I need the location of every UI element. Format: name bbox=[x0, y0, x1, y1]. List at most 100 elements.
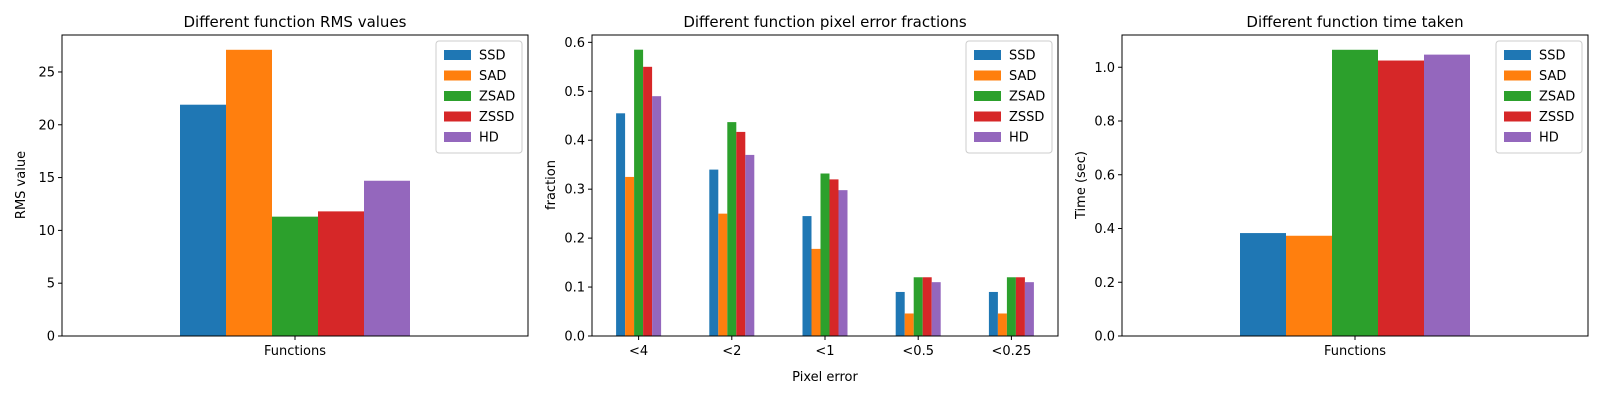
y-tick-label: 20 bbox=[38, 118, 55, 133]
bar-zssd-4 bbox=[922, 277, 932, 336]
chart-plot-3: 0.0 0.2 0.4 0.6 0.8 1.0 Functions SSD SAD ZSAD ZSS… bbox=[1094, 34, 1589, 359]
x-tick-label: <4 bbox=[629, 344, 648, 359]
y-tick-label: 10 bbox=[38, 224, 55, 239]
x-tick-label: <0.25 bbox=[991, 344, 1031, 359]
y-tick-label: 0 bbox=[47, 330, 55, 345]
legend-swatch-sad bbox=[444, 70, 471, 81]
bar-hd-1 bbox=[364, 180, 410, 336]
legend-swatch-hd bbox=[974, 132, 1001, 142]
bar-zssd-5 bbox=[1015, 277, 1025, 336]
bar-zsad-1 bbox=[634, 49, 644, 337]
y-tick-label: 15 bbox=[38, 171, 55, 186]
bar-zssd-1 bbox=[318, 211, 364, 336]
legend-swatch-sad bbox=[974, 70, 1001, 81]
bar-sad-2 bbox=[718, 213, 728, 336]
bar-hd-3 bbox=[838, 190, 848, 336]
bar-hd-2 bbox=[745, 154, 755, 336]
y-tick-label: 0.6 bbox=[564, 36, 585, 51]
y-axis-label: fraction bbox=[544, 160, 559, 210]
legend-label-zsad: ZSAD bbox=[479, 90, 515, 105]
y-tick-label: 0.2 bbox=[1094, 276, 1115, 291]
legend-swatch-zsad bbox=[974, 91, 1001, 101]
bar-sad-5 bbox=[997, 313, 1007, 336]
legend-label-zsad: ZSAD bbox=[1009, 90, 1045, 105]
bar-zsad-4 bbox=[913, 277, 923, 336]
x-axis-label: Pixel error bbox=[792, 370, 858, 385]
bar-hd-5 bbox=[1024, 282, 1034, 336]
legend-label-zssd: ZSSD bbox=[479, 110, 514, 125]
legend-swatch-hd bbox=[1504, 132, 1531, 142]
legend-box bbox=[435, 40, 523, 154]
legend-swatch-zssd bbox=[974, 111, 1001, 122]
legend-label-zssd: ZSSD bbox=[1009, 110, 1044, 125]
legend-swatch-sad bbox=[1504, 70, 1531, 81]
bar-zssd-2 bbox=[736, 131, 746, 336]
legend-label-ssd: SSD bbox=[479, 49, 506, 64]
legend-label-sad: SAD bbox=[1539, 69, 1566, 84]
bar-zssd-1 bbox=[1378, 60, 1424, 336]
legend-swatch-zsad bbox=[1504, 91, 1531, 101]
y-tick-label: 0.6 bbox=[1094, 168, 1115, 183]
bar-zsad-5 bbox=[1006, 277, 1016, 336]
bar-ssd-1 bbox=[180, 104, 226, 336]
legend-label-ssd: SSD bbox=[1009, 49, 1036, 64]
legend-swatch-zssd bbox=[1504, 111, 1531, 122]
x-tick-label: <1 bbox=[815, 344, 834, 359]
y-tick-label: 0.0 bbox=[564, 330, 585, 345]
legend-label-hd: HD bbox=[1009, 131, 1029, 146]
x-tick-label: Functions bbox=[1324, 344, 1386, 359]
legend: SSD SAD ZSAD ZSSD HD bbox=[965, 40, 1053, 154]
legend-box bbox=[965, 40, 1053, 154]
legend-label-sad: SAD bbox=[479, 69, 506, 84]
bar-zsad-3 bbox=[820, 173, 830, 336]
bar-hd-4 bbox=[931, 282, 941, 336]
bar-hd-1 bbox=[652, 96, 662, 336]
y-tick-label: 1.0 bbox=[1094, 61, 1115, 76]
legend-label-hd: HD bbox=[479, 131, 499, 146]
panel-rms: Different function RMS values RMS value bbox=[14, 13, 407, 219]
bar-sad-4 bbox=[904, 313, 914, 336]
panel-time: Different function time taken Time (sec) bbox=[1074, 13, 1464, 220]
panel-pixel-error: Different function pixel error fractions… bbox=[544, 13, 967, 385]
bar-ssd-5 bbox=[988, 291, 998, 336]
bar-ssd-1 bbox=[1240, 233, 1286, 336]
y-tick-label: 0.8 bbox=[1094, 115, 1115, 130]
legend-label-hd: HD bbox=[1539, 131, 1559, 146]
bar-zsad-1 bbox=[272, 216, 318, 336]
bar-zsad-1 bbox=[1332, 49, 1378, 336]
chart-plot-2: 0.00.10.20.30.40.50.6<4 <2 <1 <0.5 <0.25SSDS… bbox=[564, 34, 1059, 359]
y-axis-label: RMS value bbox=[14, 151, 29, 219]
legend: SSD SAD ZSAD ZSSD HD bbox=[435, 40, 523, 154]
chart-plot-1: 0 5 10 15 20 25 Functions SSD SAD ZSAD ZSSD HD bbox=[38, 34, 529, 359]
bar-sad-1 bbox=[226, 49, 272, 337]
legend-swatch-zsad bbox=[444, 91, 471, 101]
legend-label-ssd: SSD bbox=[1539, 49, 1566, 64]
x-tick-label: Functions bbox=[264, 344, 326, 359]
bar-zssd-1 bbox=[643, 66, 653, 336]
chart-title: Different function time taken bbox=[1246, 13, 1463, 31]
legend-swatch-hd bbox=[444, 132, 471, 142]
legend-label-zsad: ZSAD bbox=[1539, 90, 1575, 105]
legend-swatch-ssd bbox=[444, 50, 471, 60]
y-tick-label: 5 bbox=[47, 277, 55, 292]
x-tick-label: <2 bbox=[722, 344, 741, 359]
legend-swatch-ssd bbox=[974, 50, 1001, 60]
bar-hd-1 bbox=[1424, 54, 1470, 337]
bar-sad-1 bbox=[1286, 235, 1332, 336]
bar-ssd-4 bbox=[895, 291, 905, 336]
legend: SSD SAD ZSAD ZSSD HD bbox=[1495, 40, 1583, 154]
legend-label-sad: SAD bbox=[1009, 69, 1036, 84]
y-tick-label: 0.2 bbox=[564, 232, 585, 247]
y-tick-label: 25 bbox=[38, 65, 55, 80]
bar-ssd-3 bbox=[802, 216, 812, 336]
bar-ssd-2 bbox=[709, 169, 719, 336]
bar-sad-1 bbox=[625, 176, 635, 336]
y-tick-label: 0.1 bbox=[564, 281, 585, 296]
y-tick-label: 0.0 bbox=[1094, 330, 1115, 345]
y-tick-label: 0.3 bbox=[564, 183, 585, 198]
legend-box bbox=[1495, 40, 1583, 154]
bar-ssd-1 bbox=[616, 113, 626, 336]
x-tick-label: <0.5 bbox=[902, 344, 934, 359]
bar-sad-3 bbox=[811, 248, 821, 336]
